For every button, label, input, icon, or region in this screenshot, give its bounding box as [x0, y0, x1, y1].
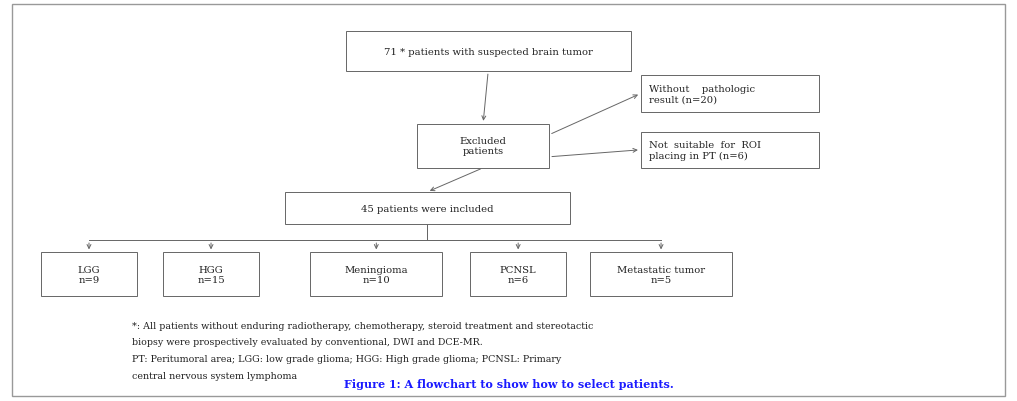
FancyBboxPatch shape: [12, 5, 1005, 396]
FancyBboxPatch shape: [41, 253, 137, 297]
FancyBboxPatch shape: [310, 253, 442, 297]
Text: 71 * patients with suspected brain tumor: 71 * patients with suspected brain tumor: [383, 48, 593, 57]
Text: HGG
n=15: HGG n=15: [197, 265, 225, 284]
FancyBboxPatch shape: [590, 253, 732, 297]
FancyBboxPatch shape: [470, 253, 566, 297]
Text: Metastatic tumor
n=5: Metastatic tumor n=5: [617, 265, 705, 284]
Text: *: All patients without enduring radiotherapy, chemotherapy, steroid treatment a: *: All patients without enduring radioth…: [132, 321, 594, 330]
Text: Meningioma
n=10: Meningioma n=10: [345, 265, 408, 284]
Text: PT: Peritumoral area; LGG: low grade glioma; HGG: High grade glioma; PCNSL: Prim: PT: Peritumoral area; LGG: low grade gli…: [132, 354, 561, 363]
Text: Figure 1: A flowchart to show how to select patients.: Figure 1: A flowchart to show how to sel…: [344, 378, 673, 389]
Text: central nervous system lymphoma: central nervous system lymphoma: [132, 371, 297, 380]
Text: Excluded
patients: Excluded patients: [460, 137, 506, 156]
FancyBboxPatch shape: [417, 124, 549, 168]
FancyBboxPatch shape: [641, 132, 819, 168]
FancyBboxPatch shape: [285, 192, 570, 225]
Text: 45 patients were included: 45 patients were included: [361, 204, 493, 213]
Text: Without    pathologic
result (n=20): Without pathologic result (n=20): [649, 85, 755, 104]
FancyBboxPatch shape: [641, 76, 819, 112]
FancyBboxPatch shape: [346, 32, 631, 72]
FancyBboxPatch shape: [163, 253, 259, 297]
Text: biopsy were prospectively evaluated by conventional, DWI and DCE-MR.: biopsy were prospectively evaluated by c…: [132, 338, 483, 346]
Text: Not  suitable  for  ROI
placing in PT (n=6): Not suitable for ROI placing in PT (n=6): [649, 141, 761, 160]
Text: PCNSL
n=6: PCNSL n=6: [499, 265, 537, 284]
Text: LGG
n=9: LGG n=9: [77, 265, 101, 284]
